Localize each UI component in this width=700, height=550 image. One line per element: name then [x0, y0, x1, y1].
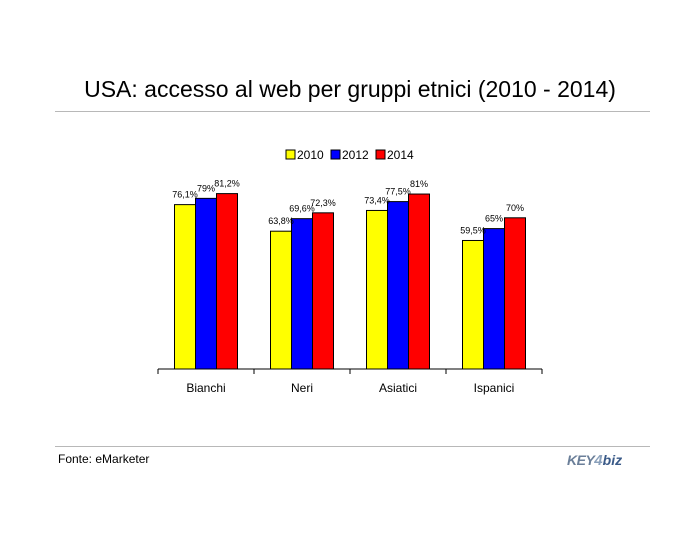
- category-label-ispanici: Ispanici: [474, 381, 515, 395]
- value-label-ispanici-2010: 59,5%: [460, 225, 486, 235]
- value-label-asiatici-2014: 81%: [410, 179, 428, 189]
- value-label-neri-2014: 72,3%: [310, 198, 336, 208]
- bar-bianchi-2010: [174, 204, 196, 370]
- bar-asiatici-2014: [408, 193, 430, 370]
- value-label-asiatici-2012: 77,5%: [385, 187, 411, 197]
- legend-label-2014: 2014: [387, 148, 414, 162]
- category-label-neri: Neri: [291, 381, 313, 395]
- category-labels: Bianchi Neri Asiatici Ispanici: [186, 381, 514, 395]
- bar-neri-2012: [291, 218, 313, 370]
- value-labels: 76,1%79% 81,2% 63,8% 69,6%72,3% 73,4%77,5%81…: [172, 179, 524, 236]
- legend: 2010 2012 2014: [285, 148, 414, 162]
- bar-ispanici-2012: [483, 228, 505, 370]
- bar-ispanici-2010: [462, 239, 484, 370]
- legend-label-2010: 2010: [297, 148, 324, 162]
- legend-swatch-2014: [375, 149, 386, 160]
- bars: [174, 193, 526, 370]
- value-label-ispanici-2012: 65%: [485, 214, 503, 224]
- footer-divider: [55, 446, 650, 447]
- title-divider: [55, 111, 650, 112]
- value-label-neri-2010: 63,8%: [268, 216, 294, 226]
- key4biz-logo: KEY4biz: [567, 452, 623, 469]
- legend-swatch-2010: [285, 149, 296, 160]
- bar-neri-2010: [270, 230, 292, 370]
- value-label-asiatici-2010: 73,4%: [364, 195, 390, 205]
- x-axis: [157, 368, 543, 374]
- value-label-neri-2012: 69,6%: [289, 204, 315, 214]
- category-label-bianchi: Bianchi: [186, 381, 225, 395]
- bar-asiatici-2010: [366, 209, 388, 370]
- bar-bianchi-2012: [195, 197, 217, 370]
- value-label-bianchi-2010: 76,1%: [172, 190, 198, 200]
- source-note: Fonte: eMarketer: [58, 452, 150, 466]
- value-label-bianchi-2014: 81,2%: [214, 179, 240, 189]
- legend-label-2012: 2012: [342, 148, 369, 162]
- bar-bianchi-2014: [216, 193, 238, 370]
- value-label-ispanici-2014: 70%: [506, 203, 524, 213]
- legend-swatch-2012: [330, 149, 341, 160]
- bar-neri-2014: [312, 212, 334, 370]
- category-label-asiatici: Asiatici: [379, 381, 417, 395]
- bar-ispanici-2014: [504, 217, 526, 370]
- chart-title: USA: accesso al web per gruppi etnici (2…: [84, 76, 616, 102]
- value-label-bianchi-2012: 79%: [197, 183, 215, 193]
- bar-asiatici-2012: [387, 201, 409, 370]
